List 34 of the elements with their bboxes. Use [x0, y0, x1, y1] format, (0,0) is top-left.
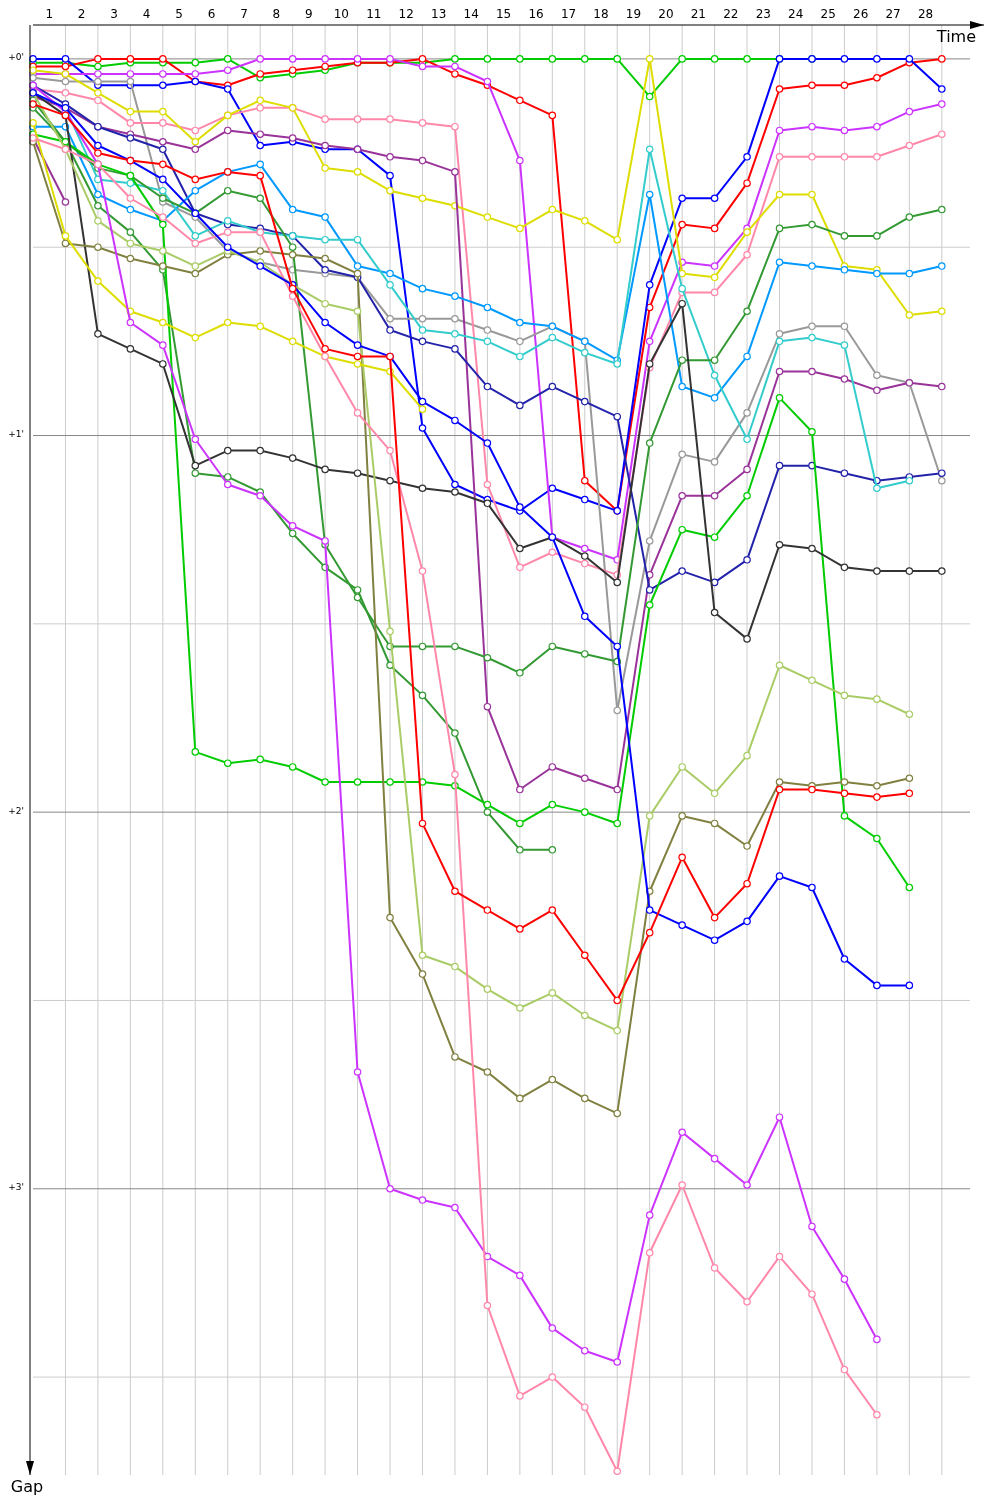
- x-tick-label: 6: [207, 7, 216, 21]
- x-tick-label: 11: [366, 7, 382, 21]
- x-tick-label: 24: [788, 7, 804, 21]
- x-tick-label: 25: [820, 7, 836, 21]
- y-axis-title: Gap: [10, 1477, 44, 1496]
- x-tick-label: 18: [593, 7, 609, 21]
- x-tick-label: 26: [853, 7, 869, 21]
- x-tick-label: 21: [690, 7, 707, 21]
- x-tick-label: 8: [272, 7, 281, 21]
- x-tick-label: 14: [463, 7, 479, 21]
- x-tick-label: 27: [885, 7, 901, 21]
- x-tick-label: 28: [917, 7, 934, 21]
- x-tick-label: 5: [175, 7, 183, 21]
- x-tick-label: 16: [528, 7, 544, 21]
- x-tick-label: 4: [142, 7, 151, 21]
- y-tick-label: +3': [8, 1182, 24, 1193]
- x-tick-label: 23: [755, 7, 771, 21]
- x-tick-label: 19: [625, 7, 642, 21]
- x-tick-label: 13: [431, 7, 447, 21]
- x-tick-label: 22: [723, 7, 739, 21]
- x-tick-label: 10: [333, 7, 349, 21]
- x-tick-label: 7: [240, 7, 248, 21]
- y-tick-label: +1': [8, 429, 24, 440]
- x-tick-label: 2: [77, 7, 86, 21]
- x-tick-label: 17: [560, 7, 577, 21]
- x-tick-label: 3: [110, 7, 118, 21]
- x-tick-label: 15: [495, 7, 512, 21]
- x-tick-label: 12: [398, 7, 414, 21]
- x-axis-title: Time: [935, 27, 976, 46]
- x-tick-label: 20: [658, 7, 674, 21]
- y-tick-label: +2': [8, 805, 24, 816]
- x-tick-label: 1: [45, 7, 54, 21]
- y-tick-label: +0': [8, 52, 24, 63]
- x-tick-label: 9: [305, 7, 313, 21]
